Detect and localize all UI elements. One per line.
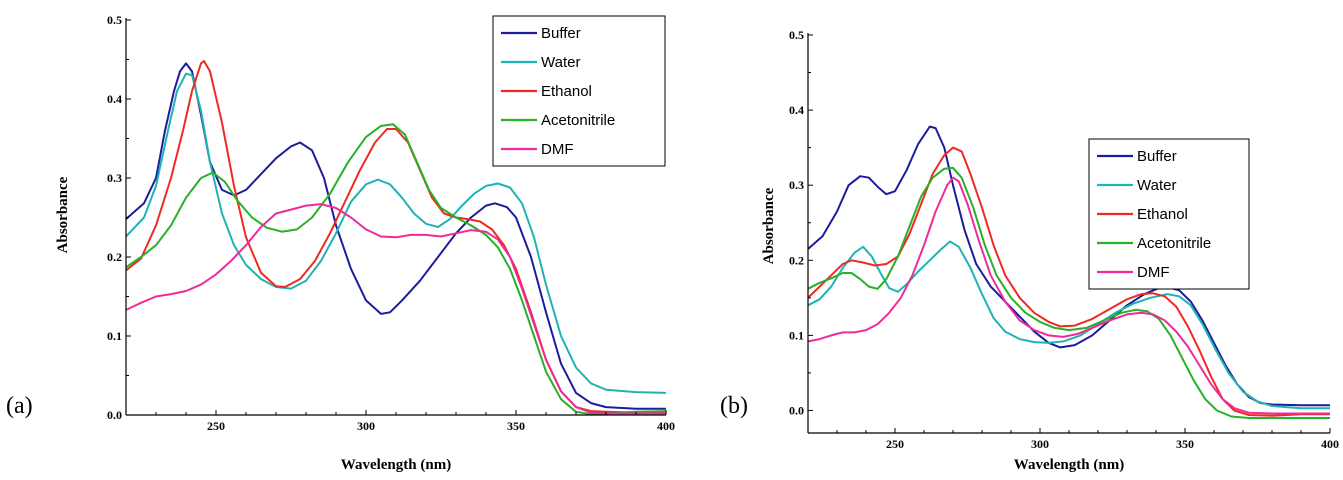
legend-label-water: Water bbox=[1137, 177, 1176, 194]
x-tick-label: 400 bbox=[657, 419, 675, 433]
series-line-dmf bbox=[808, 176, 1330, 415]
series-line-acetonitrile bbox=[126, 123, 666, 415]
plot-area-b: 0.0 0.1 0.2 0.3 0.4 0.5 250 300 350 400 Buffer Wate… bbox=[789, 28, 1339, 451]
panel-label-b: (b) bbox=[720, 393, 748, 419]
x-axis-title-a: Wavelength (nm) bbox=[341, 457, 451, 473]
legend-label-dmf: DMF bbox=[541, 141, 574, 158]
legend-label-buffer: Buffer bbox=[1137, 148, 1177, 165]
x-tick-label: 300 bbox=[1031, 437, 1049, 451]
y-tick-label: 0.2 bbox=[107, 250, 122, 264]
series-line-dmf bbox=[126, 203, 666, 415]
series-line-water bbox=[126, 72, 666, 394]
series-line-acetonitrile bbox=[808, 166, 1330, 419]
legend-label-water: Water bbox=[541, 54, 580, 71]
y-tick-label: 0.5 bbox=[107, 13, 122, 27]
y-tick-label: 0.0 bbox=[107, 408, 122, 422]
x-tick-label: 350 bbox=[1176, 437, 1194, 451]
y-tick-label: 0.3 bbox=[107, 171, 122, 185]
series-group bbox=[126, 60, 666, 415]
x-tick-label: 250 bbox=[886, 437, 904, 451]
legend: Buffer Water Ethanol Acetonitrile DMF bbox=[492, 15, 666, 167]
chart-panel-b: (b) Absorbance Wavelength (nm) 0.0 0.1 0.2… bbox=[720, 28, 1339, 473]
y-axis-title-b: Absorbance bbox=[761, 187, 777, 264]
x-axis-title-b: Wavelength (nm) bbox=[1014, 457, 1124, 473]
y-tick-label: 0.2 bbox=[789, 253, 804, 267]
x-tick-label: 300 bbox=[357, 419, 375, 433]
y-tick-label: 0.5 bbox=[789, 28, 804, 42]
legend-label-acetonitrile: Acetonitrile bbox=[1137, 235, 1211, 252]
x-tick-label: 250 bbox=[207, 419, 225, 433]
legend-label-ethanol: Ethanol bbox=[1137, 206, 1188, 223]
chart-panel-a: (a) Absorbance Wavelength (nm) 0.0 0.1 0.2… bbox=[6, 13, 675, 473]
plot-area-a: 0.0 0.1 0.2 0.3 0.4 0.5 250 300 350 400 Buffer Wate… bbox=[107, 13, 675, 433]
legend-label-acetonitrile: Acetonitrile bbox=[541, 112, 615, 129]
series-group bbox=[808, 125, 1330, 419]
x-tick-label: 400 bbox=[1321, 437, 1339, 451]
y-tick-label: 0.0 bbox=[789, 403, 804, 417]
x-tick-label: 350 bbox=[507, 419, 525, 433]
legend-label-dmf: DMF bbox=[1137, 264, 1170, 281]
legend: Buffer Water Ethanol Acetonitrile DMF bbox=[1088, 138, 1250, 290]
y-tick-label: 0.4 bbox=[789, 103, 804, 117]
y-tick-label: 0.3 bbox=[789, 178, 804, 192]
legend-label-ethanol: Ethanol bbox=[541, 83, 592, 100]
series-line-buffer bbox=[126, 62, 666, 410]
panel-label-a: (a) bbox=[6, 393, 33, 419]
series-line-ethanol bbox=[808, 146, 1330, 417]
y-tick-label: 0.1 bbox=[107, 329, 122, 343]
y-axis-title-a: Absorbance bbox=[55, 176, 71, 253]
series-line-buffer bbox=[808, 125, 1330, 407]
series-line-water bbox=[808, 240, 1330, 410]
y-tick-label: 0.4 bbox=[107, 92, 122, 106]
legend-label-buffer: Buffer bbox=[541, 25, 581, 42]
y-tick-label: 0.1 bbox=[789, 328, 804, 342]
